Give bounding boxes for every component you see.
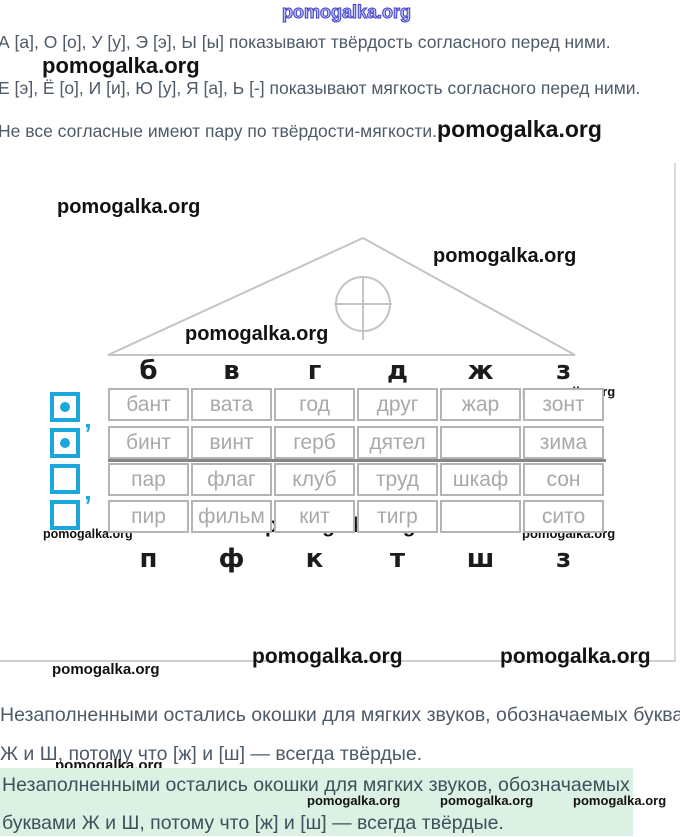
- highlighted-note: [0, 768, 633, 836]
- watermark: pomogalka.org: [433, 245, 577, 267]
- consonants-house-figure: pomogalka.org pomogalka.org pomogalka.or…: [0, 163, 676, 662]
- watermark: pomogalka.org: [57, 196, 201, 218]
- voiced-hard-icon: [50, 392, 80, 422]
- word-cell: год: [274, 388, 355, 421]
- word-cell: герб: [274, 426, 355, 459]
- word-cell: бинт: [108, 426, 189, 459]
- watermark: pomogalka.org: [52, 661, 160, 678]
- word-cell: жар: [440, 388, 521, 421]
- word-cell: дятел: [357, 426, 438, 459]
- voiced-soft-icon: [50, 428, 80, 458]
- bottom-letter-z: з: [555, 544, 572, 574]
- word-cell: бант: [108, 388, 189, 421]
- highlight-line-1: Незаполненными остались окошки для мягки…: [2, 774, 630, 796]
- word-cell: пир: [108, 500, 189, 533]
- bottom-letter-sh: ш: [466, 544, 495, 574]
- word-cell: сито: [523, 500, 604, 533]
- intro-line-soft-vowels: Е [э], Ё [о], И [и], Ю [у], Я [а], Ь [-]…: [0, 78, 641, 98]
- word-cell: сон: [523, 463, 604, 496]
- watermark: pomogalka.org: [307, 793, 401, 808]
- word-cell: кит: [274, 500, 355, 533]
- word-cell: зима: [523, 426, 604, 459]
- explanation-line-2: Ж и Ш, потому что [ж] и [ш] — всегда твё…: [0, 743, 423, 765]
- watermark: pomogalka.org: [500, 645, 651, 668]
- softness-apostrophe: ’: [84, 490, 92, 521]
- bottom-letter-p: п: [139, 544, 158, 574]
- watermark: pomogalka.org: [281, 2, 412, 23]
- highlight-line-2: буквами Ж и Ш, потому что [ж] и [ш] — вс…: [2, 812, 504, 834]
- top-letter-d: д: [387, 356, 408, 386]
- word-cell: винт: [191, 426, 272, 459]
- roof-triangle: [107, 236, 576, 356]
- house-roof-drawing: [107, 236, 576, 356]
- bottom-letter-k: к: [305, 544, 324, 574]
- intro-line-pairs: Не все согласные имеют пару по твёрдости…: [0, 116, 602, 143]
- softness-apostrophe: ’: [84, 418, 92, 449]
- watermark: pomogalka.org: [440, 793, 534, 808]
- watermark: pomogalka.org: [573, 793, 667, 808]
- top-letter-zh: ж: [467, 356, 494, 386]
- voiced-voiceless-divider: [108, 459, 606, 462]
- voiceless-hard-icon: [50, 464, 80, 494]
- word-cell: клуб: [274, 463, 355, 496]
- top-letter-g: г: [307, 356, 322, 386]
- word-cell: фильм: [191, 500, 272, 533]
- watermark: pomogalka.org: [185, 323, 329, 345]
- voiced-dot: [60, 402, 70, 412]
- watermark: pomogalka.org: [252, 645, 403, 668]
- word-cell: друг: [357, 388, 438, 421]
- explanation-line-1: Незаполненными остались окошки для мягки…: [0, 704, 680, 726]
- voiced-dot: [60, 438, 70, 448]
- word-cell: зонт: [523, 388, 604, 421]
- voiceless-soft-icon: [50, 500, 80, 530]
- word-cell: флаг: [191, 463, 272, 496]
- bottom-letter-t: т: [389, 544, 406, 574]
- top-letter-v: в: [223, 356, 240, 386]
- word-cell: пар: [108, 463, 189, 496]
- word-cell-empty: [440, 500, 521, 533]
- top-letter-b: б: [139, 356, 158, 386]
- word-cell: тигр: [357, 500, 438, 533]
- word-cell: труд: [357, 463, 438, 496]
- top-letter-z: з: [555, 356, 572, 386]
- intro-line-hard-vowels: А [а], О [о], У [у], Э [э], Ы [ы] показы…: [0, 32, 611, 52]
- watermark: pomogalka.org: [437, 116, 602, 142]
- bottom-letter-f: ф: [218, 544, 245, 574]
- word-cell-empty: [440, 426, 521, 459]
- intro-line-pairs-text: Не все согласные имеют пару по твёрдости…: [0, 121, 438, 141]
- watermark: pomogalka.org: [42, 53, 200, 78]
- word-cell: вата: [191, 388, 272, 421]
- word-cell: шкаф: [440, 463, 521, 496]
